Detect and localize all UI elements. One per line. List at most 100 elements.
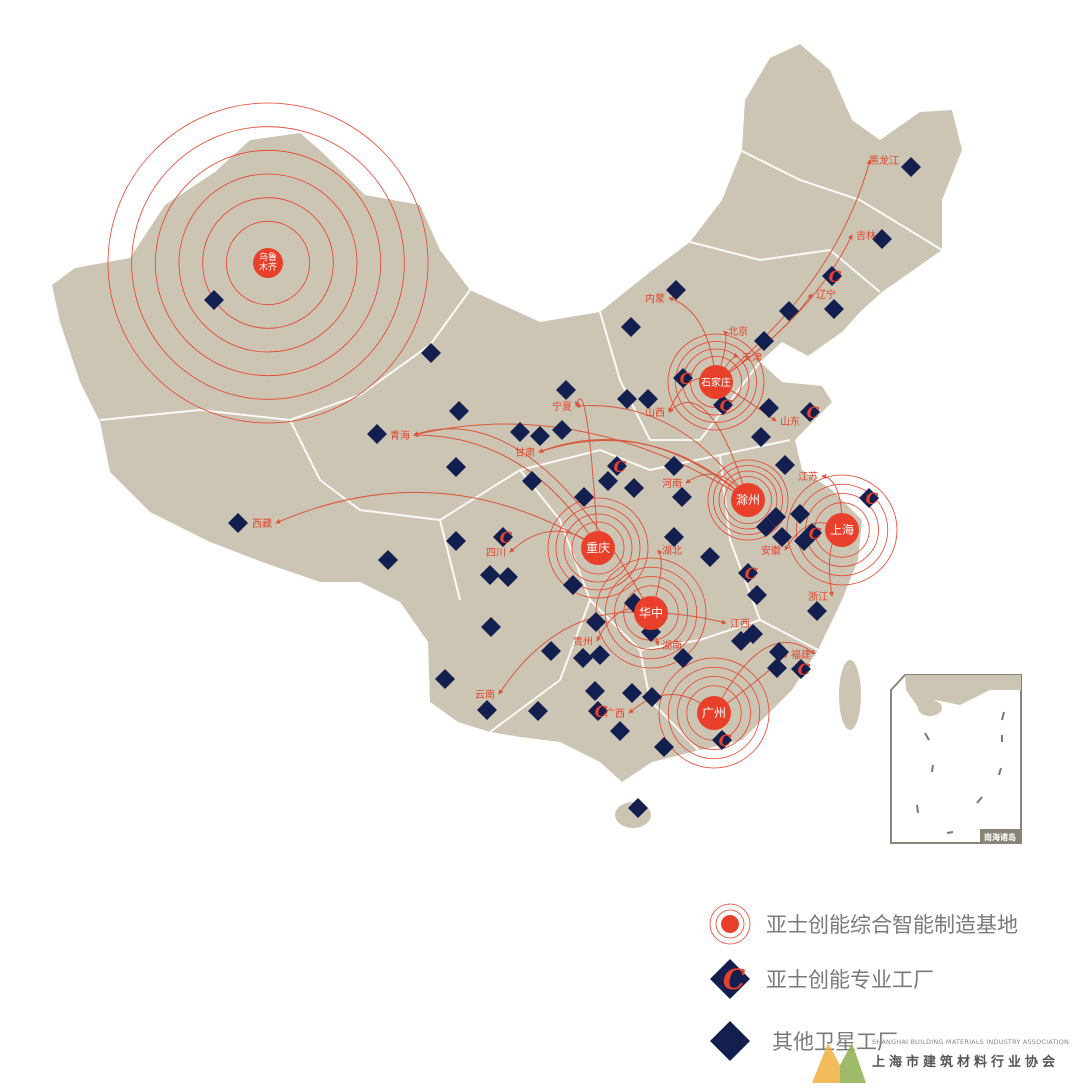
land [52, 44, 962, 828]
satellite-factory-marker [628, 798, 648, 818]
province-label: 天津 [742, 352, 762, 364]
arrow-13 [275, 491, 599, 549]
legend-label: 其他卫星工厂 [772, 1030, 898, 1054]
satellite-factory-marker [204, 290, 224, 310]
south-china-sea-inset: 南海诸岛 [890, 674, 1022, 844]
satellite-factory-marker [598, 471, 618, 491]
satellite-factory-marker [872, 229, 892, 249]
satellite-factory-marker [769, 642, 789, 662]
satellite-factory-marker [759, 398, 779, 418]
base-label: 重庆 [586, 541, 610, 555]
hub-ring [658, 657, 770, 769]
base-label-urumqi: 乌鲁木齐 [258, 253, 277, 273]
satellite-factory-marker [480, 565, 500, 585]
satellite-factory-marker [617, 389, 637, 409]
satellite-factory-marker [901, 157, 921, 177]
base-0[interactable] [253, 248, 283, 278]
satellite-factory-marker [642, 687, 662, 707]
specialty-factory-marker: C [738, 563, 758, 583]
base-label: 上海 [830, 522, 854, 537]
hub-ring [675, 341, 757, 423]
hub-ring [107, 102, 429, 424]
sbmia-watermark: SHANGHAI BUILDING MATERIALS INDUSTRY ASS… [810, 1035, 1072, 1085]
hub-ring [604, 566, 698, 660]
base-1[interactable]: 石家庄 [699, 365, 733, 399]
c-logo-icon: C [745, 564, 758, 583]
arrow-extra [574, 398, 599, 549]
hub-ring [225, 220, 311, 306]
province-label: 广西 [605, 708, 625, 720]
c-logo-icon: C [719, 731, 732, 750]
hub-ring [667, 333, 765, 431]
satellite-factory-marker [498, 567, 518, 587]
legend-item-base: 亚士创能综合智能制造基地 [708, 902, 1018, 946]
base-4[interactable]: 重庆 [581, 531, 615, 565]
c-logo-diamond-icon: C [710, 959, 750, 999]
province-label: 湖北 [662, 545, 682, 557]
navy-diamond-icon [710, 1021, 750, 1061]
satellite-factory-marker [228, 513, 248, 533]
satellite-factory-marker [790, 504, 810, 524]
hub-ring [178, 173, 358, 353]
legend-item-satellite: 其他卫星工厂 [708, 1019, 898, 1063]
c-logo-icon: C [720, 396, 733, 415]
satellite-factory-marker [751, 427, 771, 447]
satellite-factory-marker [522, 471, 542, 491]
satellite-factory-marker [700, 547, 720, 567]
base-label: 华中 [639, 605, 663, 620]
province-label: 青海 [390, 429, 410, 442]
hub-ring [786, 474, 898, 586]
province-label: 吉林 [856, 229, 876, 242]
province-label: 贵州 [573, 635, 593, 648]
satellite-factory-marker [556, 380, 576, 400]
satellite-factory-marker [743, 624, 763, 644]
hub-ring [795, 483, 889, 577]
hub-ring [713, 465, 783, 535]
specialty-factory-marker: C [493, 527, 513, 547]
specialty-factory-marker: C [791, 659, 811, 679]
c-logo-icon: C [798, 660, 811, 679]
watermark-chinese: 上海市建筑材料行业协会 [872, 1055, 1060, 1070]
specialty-factory-marker: C [607, 456, 627, 476]
province-label: 黑龙江 [869, 154, 899, 167]
satellite-factory-marker [754, 331, 774, 351]
satellite-factory-marker [481, 617, 501, 637]
satellite-factory-marker [807, 601, 827, 621]
province-label: 西藏 [252, 518, 272, 530]
satellite-factory-marker [766, 507, 786, 527]
hub-ring [154, 149, 382, 377]
satellite-factories [204, 157, 921, 818]
hub-ring [563, 513, 633, 583]
base-6[interactable]: 广州 [697, 696, 731, 730]
specialty-factory-marker: C [713, 395, 733, 415]
c-logo-icon: C [614, 457, 627, 476]
satellite-factory-marker [530, 426, 550, 446]
sbmia-logo [812, 1043, 866, 1083]
base-2[interactable]: 滁州 [731, 483, 765, 517]
arrow-9 [413, 432, 599, 549]
c-logo-icon: C [809, 524, 822, 543]
specialty-factory-marker: C [800, 402, 820, 422]
satellite-factory-marker [779, 301, 799, 321]
hub-ring [724, 476, 772, 524]
c-logo-icon: C [829, 267, 842, 286]
hub-ring [707, 459, 789, 541]
satellite-factory-marker [664, 527, 684, 547]
svg-text:C: C [723, 963, 746, 996]
satellite-factory-marker [767, 658, 787, 678]
concentric-circle-icon [709, 903, 751, 945]
province-label: 山西 [645, 407, 665, 419]
satellite-factory-marker [586, 612, 606, 632]
base-5[interactable]: 华中 [634, 596, 668, 630]
satellite-factory-marker [378, 550, 398, 570]
base-3[interactable]: 上海 [825, 513, 859, 547]
base-label: 滁州 [736, 492, 760, 507]
satellite-factory-marker [772, 527, 792, 547]
specialty-factory-marker: C [673, 368, 693, 388]
province-label: 宁夏 [552, 400, 572, 413]
satellite-factory-marker [541, 641, 561, 661]
hub-ring [614, 576, 688, 650]
china-mainland [52, 44, 962, 782]
satellite-factory-marker [672, 487, 692, 507]
